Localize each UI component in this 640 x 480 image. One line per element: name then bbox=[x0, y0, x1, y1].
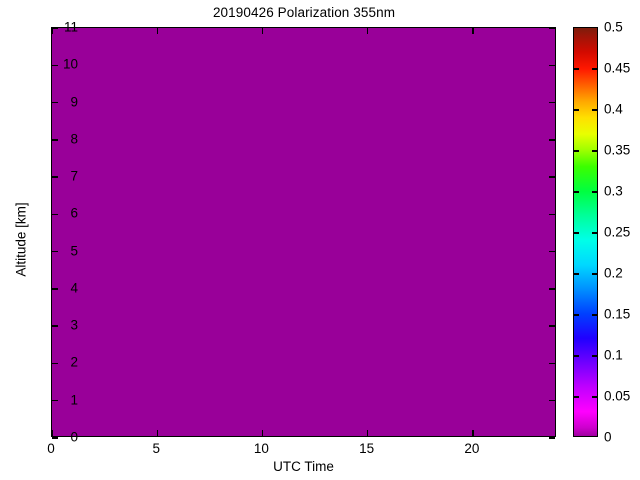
plot-axes bbox=[51, 27, 556, 439]
y-tick-label: 8 bbox=[70, 131, 78, 147]
y-tick-mark bbox=[549, 139, 555, 141]
colorbar-tick-mark bbox=[574, 232, 579, 234]
colorbar-tick-label: 0.15 bbox=[604, 306, 631, 322]
x-tick-mark bbox=[156, 28, 158, 34]
y-tick-label: 1 bbox=[70, 392, 78, 408]
x-tick-mark bbox=[261, 430, 264, 436]
y-tick-mark bbox=[52, 101, 58, 104]
y-tick-mark bbox=[52, 27, 58, 29]
y-tick-mark bbox=[549, 27, 555, 29]
colorbar-tick-mark bbox=[592, 396, 597, 398]
y-tick-label: 11 bbox=[63, 19, 78, 35]
y-tick-mark bbox=[549, 288, 555, 290]
colorbar-tick-mark bbox=[574, 109, 579, 111]
y-tick-mark bbox=[52, 139, 58, 141]
colorbar-tick-mark bbox=[574, 273, 579, 275]
x-tick-mark bbox=[156, 430, 158, 436]
colorbar-tick-label: 0.35 bbox=[604, 142, 631, 158]
y-tick-label: 4 bbox=[70, 280, 78, 296]
y-tick-mark bbox=[549, 101, 555, 104]
x-tick-label: 0 bbox=[47, 441, 55, 456]
x-tick-mark bbox=[51, 28, 53, 34]
y-tick-mark bbox=[549, 325, 555, 327]
y-tick-label: 2 bbox=[70, 354, 78, 370]
colorbar-tick-label: 0 bbox=[604, 429, 612, 445]
y-tick-mark bbox=[52, 437, 58, 439]
y-tick-mark bbox=[52, 288, 58, 290]
x-tick-label: 20 bbox=[464, 441, 480, 456]
colorbar-tick-mark bbox=[574, 396, 579, 398]
y-tick-mark bbox=[549, 400, 555, 402]
y-tick-mark bbox=[549, 437, 555, 439]
colorbar-tick-label: 0.1 bbox=[604, 347, 623, 363]
y-tick-mark bbox=[52, 250, 58, 253]
colorbar-tick-mark bbox=[592, 150, 597, 152]
colorbar-tick-label: 0.45 bbox=[604, 60, 631, 76]
colorbar-gradient bbox=[574, 28, 597, 436]
y-tick-mark bbox=[52, 325, 58, 327]
colorbar-tick-mark bbox=[592, 232, 597, 234]
colorbar-tick-mark bbox=[574, 314, 579, 316]
y-tick-label: 0 bbox=[70, 429, 78, 445]
y-tick-label: 9 bbox=[70, 94, 78, 110]
x-tick-mark bbox=[51, 430, 53, 436]
y-tick-mark bbox=[52, 213, 58, 216]
colorbar-tick-mark bbox=[592, 68, 597, 70]
colorbar-tick-label: 0.5 bbox=[604, 19, 623, 35]
colorbar-tick-mark bbox=[574, 191, 579, 193]
colorbar-tick-mark bbox=[592, 314, 597, 316]
y-tick-label: 6 bbox=[70, 205, 78, 221]
y-tick-mark bbox=[52, 64, 58, 66]
y-tick-label: 10 bbox=[62, 56, 78, 72]
x-tick-mark bbox=[366, 430, 369, 436]
y-tick-mark bbox=[52, 176, 58, 178]
y-tick-mark bbox=[549, 362, 555, 365]
colorbar-tick-label: 0.3 bbox=[604, 183, 623, 199]
y-tick-label: 5 bbox=[70, 243, 78, 259]
colorbar-axes bbox=[573, 27, 598, 437]
colorbar-tick-mark bbox=[574, 68, 579, 70]
y-tick-label: 7 bbox=[70, 168, 78, 184]
y-tick-mark bbox=[549, 64, 555, 66]
x-tick-mark bbox=[472, 430, 474, 436]
colorbar-tick-mark bbox=[574, 150, 579, 152]
x-tick-mark bbox=[472, 28, 474, 34]
y-tick-label: 3 bbox=[70, 317, 78, 333]
x-tick-label: 5 bbox=[152, 441, 160, 456]
y-tick-mark bbox=[52, 400, 58, 402]
colorbar-tick-mark bbox=[574, 355, 579, 357]
colorbar-tick-mark bbox=[592, 273, 597, 275]
x-tick-mark bbox=[366, 28, 369, 34]
colorbar-tick-label: 0.05 bbox=[604, 388, 631, 404]
x-axis-label: UTC Time bbox=[273, 459, 334, 474]
x-tick-mark bbox=[261, 28, 264, 34]
y-axis-label: Altitude [km] bbox=[13, 202, 29, 277]
y-tick-mark bbox=[52, 362, 58, 365]
y-tick-mark bbox=[549, 176, 555, 178]
colorbar-tick-label: 0.2 bbox=[604, 265, 623, 281]
colorbar-tick-mark bbox=[592, 355, 597, 357]
y-tick-mark bbox=[549, 250, 555, 253]
x-tick-label: 10 bbox=[253, 441, 269, 456]
heatmap-surface bbox=[52, 28, 555, 436]
colorbar-tick-label: 0.4 bbox=[604, 101, 623, 117]
chart-title: 20190426 Polarization 355nm bbox=[212, 5, 396, 20]
y-tick-mark bbox=[549, 213, 555, 216]
colorbar-tick-mark bbox=[592, 109, 597, 111]
colorbar-tick-mark bbox=[592, 191, 597, 193]
x-tick-label: 15 bbox=[359, 441, 375, 456]
colorbar-tick-label: 0.25 bbox=[604, 224, 631, 240]
